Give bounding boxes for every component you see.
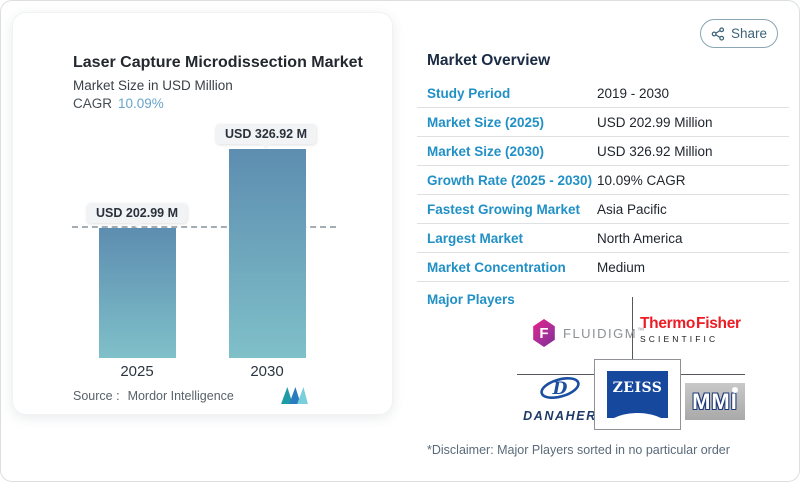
chart-subtitle: Market Size in USD Million: [73, 78, 233, 93]
source-line: Source : Mordor Intelligence: [73, 389, 234, 403]
row-label: Market Concentration: [427, 259, 566, 275]
bar-2030: [229, 149, 306, 358]
x-axis-label-2030: 2030: [250, 363, 284, 380]
chart-card: [12, 12, 393, 415]
row-value: USD 326.92 Million: [597, 143, 713, 159]
danaher-icon: D: [540, 376, 580, 400]
cagr-line: CAGR 10.09%: [73, 96, 164, 111]
row-label: Fastest Growing Market: [427, 201, 581, 217]
table-row: Market Concentration Medium: [417, 253, 789, 282]
fluidigm-logo: F FLUIDIGM™: [532, 319, 646, 347]
fluidigm-icon: F: [533, 319, 555, 347]
source-label: Source :: [73, 389, 120, 403]
table-row: Growth Rate (2025 - 2030) 10.09% CAGR: [417, 166, 789, 195]
disclaimer-text: *Disclaimer: Major Players sorted in no …: [427, 443, 730, 457]
table-row: Largest Market North America: [417, 224, 789, 253]
table-row: Fastest Growing Market Asia Pacific: [417, 195, 789, 224]
zeiss-icon: ZEISS: [607, 371, 668, 418]
share-label: Share: [730, 26, 768, 41]
thermo-fisher-logo: Thermo Fisher SCIENTIFIC: [640, 315, 746, 344]
danaher-logo: D DANAHER: [517, 375, 603, 423]
row-label: Growth Rate (2025 - 2030): [427, 172, 593, 188]
mmi-name: MMI: [692, 388, 738, 414]
major-players-label: Major Players: [427, 292, 515, 307]
row-value: Medium: [597, 259, 646, 275]
row-value: Asia Pacific: [597, 201, 667, 217]
zeiss-logo: ZEISS: [594, 359, 681, 430]
row-label: Study Period: [427, 85, 511, 101]
cagr-value: 10.09%: [118, 96, 164, 111]
row-label: Market Size (2025): [427, 114, 545, 130]
share-button[interactable]: Share: [700, 19, 778, 48]
source-name: Mordor Intelligence: [127, 389, 234, 403]
x-axis-label-2025: 2025: [120, 363, 154, 380]
mmi-logo: MMI: [685, 383, 745, 420]
mordor-intelligence-logo: [281, 387, 308, 404]
overview-title: Market Overview: [427, 52, 551, 69]
cagr-label: CAGR: [73, 96, 113, 111]
thermo-fisher-scientific: SCIENTIFIC: [640, 334, 719, 344]
row-value: 10.09% CAGR: [597, 172, 686, 188]
row-value: 2019 - 2030: [597, 85, 670, 101]
row-value: North America: [597, 230, 683, 246]
zeiss-name: ZEISS: [613, 380, 663, 396]
share-icon: [711, 26, 725, 41]
thermo-fisher-name: Thermo Fisher: [640, 315, 741, 332]
logo-divider-vertical: [632, 297, 633, 361]
baseline-dashed: [72, 226, 336, 228]
mmi-dot: [732, 387, 738, 393]
svg-text:D: D: [552, 379, 568, 399]
table-row: Study Period 2019 - 2030: [417, 79, 789, 108]
bar-value-label-2030: USD 326.92 M: [216, 124, 316, 144]
overview-table: Study Period 2019 - 2030 Market Size (20…: [417, 79, 789, 282]
danaher-name: DANAHER: [523, 409, 597, 423]
bar-value-label-2025: USD 202.99 M: [87, 203, 187, 223]
bar-2025: [99, 228, 176, 358]
fluidigm-name: FLUIDIGM™: [563, 325, 646, 341]
row-value: USD 202.99 Million: [597, 114, 713, 130]
row-label: Market Size (2030): [427, 143, 545, 159]
table-row: Market Size (2025) USD 202.99 Million: [417, 108, 789, 137]
table-row: Market Size (2030) USD 326.92 Million: [417, 137, 789, 166]
chart-title: Laser Capture Microdissection Market: [73, 54, 363, 71]
row-label: Largest Market: [427, 230, 524, 246]
